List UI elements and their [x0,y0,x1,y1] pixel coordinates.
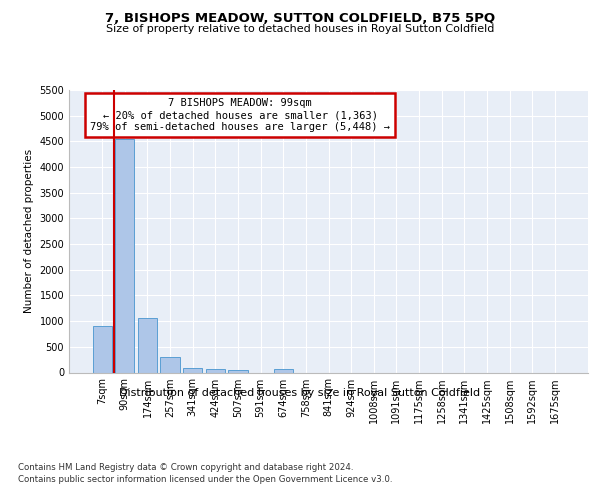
Text: 7, BISHOPS MEADOW, SUTTON COLDFIELD, B75 5PQ: 7, BISHOPS MEADOW, SUTTON COLDFIELD, B75… [105,12,495,26]
Bar [115,139,134,372]
Text: 7 BISHOPS MEADOW: 99sqm
← 20% of detached houses are smaller (1,363)
79% of semi: 7 BISHOPS MEADOW: 99sqm ← 20% of detache… [90,98,390,132]
Bar [160,357,180,372]
Bar [138,318,157,372]
Bar [183,368,202,372]
Y-axis label: Number of detached properties: Number of detached properties [24,149,34,314]
Text: Contains HM Land Registry data © Crown copyright and database right 2024.: Contains HM Land Registry data © Crown c… [18,462,353,471]
Text: Contains public sector information licensed under the Open Government Licence v3: Contains public sector information licen… [18,475,392,484]
Bar [92,326,112,372]
Bar [274,370,293,372]
Text: Distribution of detached houses by size in Royal Sutton Coldfield: Distribution of detached houses by size … [119,388,481,398]
Bar [206,370,225,372]
Bar [229,370,248,372]
Text: Size of property relative to detached houses in Royal Sutton Coldfield: Size of property relative to detached ho… [106,24,494,34]
